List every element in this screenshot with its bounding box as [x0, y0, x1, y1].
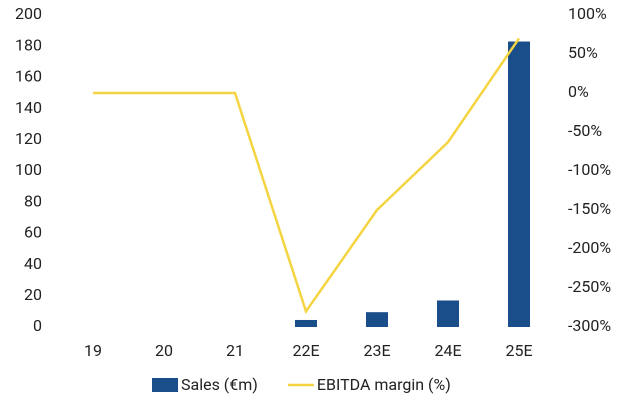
- line: [93, 37, 521, 315]
- x-tick-label: 25E: [505, 341, 532, 360]
- x-tick-label: 24E: [434, 341, 461, 360]
- x-tick-label: 19: [84, 341, 102, 360]
- y2-tick-label: -200%: [568, 238, 611, 257]
- y2-tick-label: 0%: [568, 82, 589, 101]
- y2-tick-label: 50%: [568, 43, 598, 62]
- y-tick-label: 0: [33, 316, 42, 335]
- y2-tick-label: -300%: [568, 316, 611, 335]
- legend-swatch: [152, 378, 178, 392]
- x-tick-label: 20: [155, 341, 173, 360]
- y-tick-label: 20: [24, 285, 42, 304]
- y-tick-label: 40: [24, 254, 42, 273]
- y-tick-label: 160: [15, 67, 42, 86]
- bar: [295, 319, 317, 327]
- y-tick-label: 100: [15, 160, 42, 179]
- x-tick-label: 22E: [292, 341, 319, 360]
- y-tick-label: 60: [24, 223, 42, 242]
- bar: [508, 41, 530, 328]
- legend-label: Sales (€m): [181, 375, 258, 394]
- y-tick-label: 80: [24, 191, 42, 210]
- bar: [437, 300, 459, 327]
- bar: [366, 312, 388, 327]
- y2-tick-label: -150%: [568, 199, 611, 218]
- y2-tick-label: -250%: [568, 277, 611, 296]
- y-tick-label: 120: [15, 129, 42, 148]
- x-tick-label: 23E: [363, 341, 390, 360]
- y2-tick-label: -50%: [568, 121, 602, 140]
- y-tick-label: 180: [15, 35, 42, 54]
- y2-tick-label: -100%: [568, 160, 611, 179]
- y-tick-label: 140: [15, 98, 42, 117]
- x-tick-label: 21: [226, 341, 244, 360]
- legend-label: EBITDA margin (%): [317, 375, 451, 394]
- y-tick-label: 200: [15, 4, 42, 23]
- y2-tick-label: 100%: [568, 4, 607, 23]
